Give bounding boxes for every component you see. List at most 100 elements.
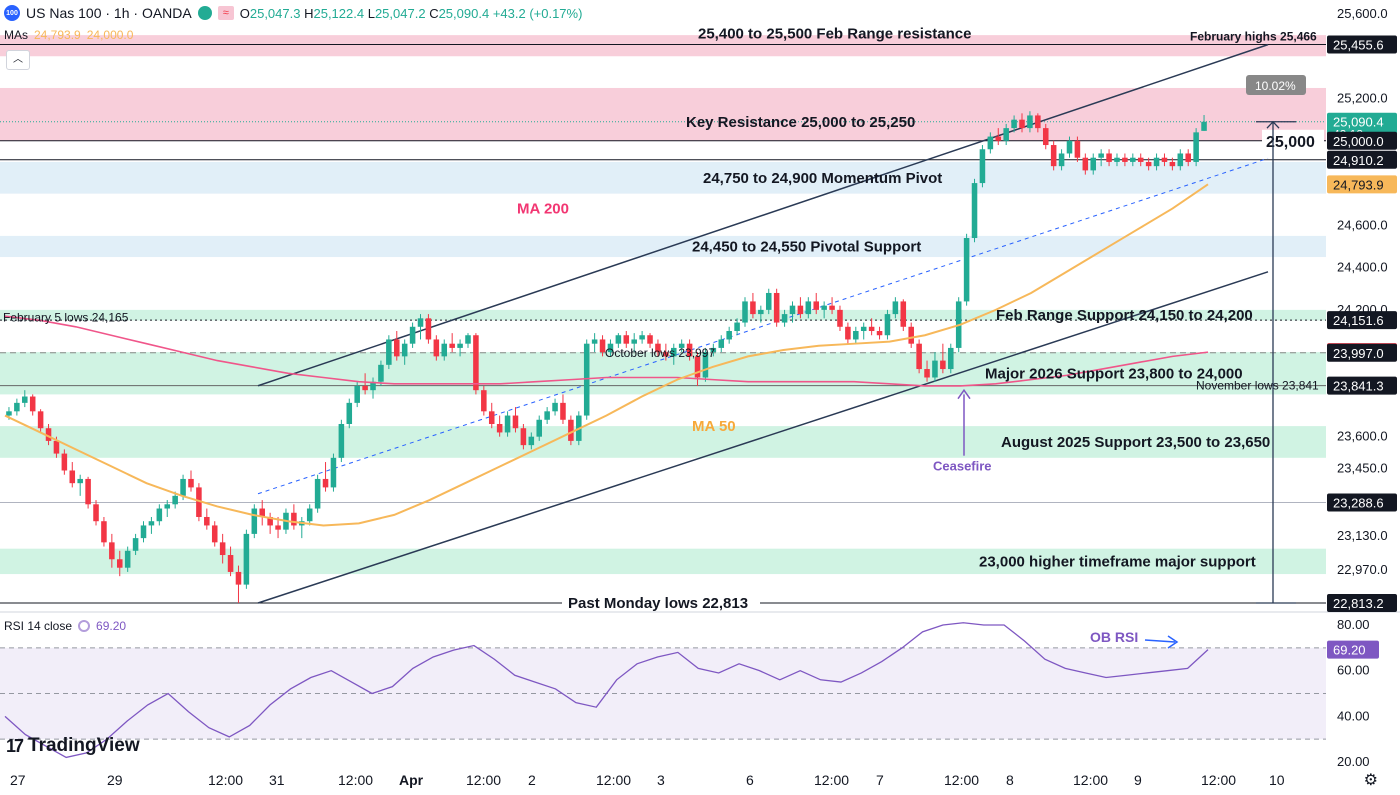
candle-body xyxy=(180,478,186,496)
candle-body xyxy=(172,495,178,505)
candle-body xyxy=(1169,161,1176,167)
candle-body xyxy=(330,457,337,488)
candle-body xyxy=(671,347,677,357)
ma200-line xyxy=(4,315,1209,387)
rsi-tick-label: 60.00 xyxy=(1337,663,1370,678)
zone-6 xyxy=(0,426,1326,458)
candle-body xyxy=(765,292,772,310)
time-tick-label: 12:00 xyxy=(338,772,373,788)
price-label-bg xyxy=(1327,150,1397,169)
candle-body xyxy=(496,423,503,433)
candle-body xyxy=(275,525,281,530)
time-tick-label: 10 xyxy=(1269,772,1285,788)
candle-body xyxy=(607,343,614,353)
symbol-title[interactable]: US Nas 100 · 1h · OANDA xyxy=(26,5,192,21)
moving-averages-legend[interactable]: MAs 24,793.9 24,000.0 xyxy=(4,28,134,42)
candle-body xyxy=(781,314,788,323)
candle-body xyxy=(306,508,313,522)
candle-body xyxy=(1074,140,1081,158)
candle-body xyxy=(354,385,360,403)
price-label-bg xyxy=(1327,131,1397,150)
candle-body xyxy=(473,335,479,391)
candle-body xyxy=(314,478,321,509)
candle-body xyxy=(876,331,883,336)
price-label: 25,090.4 xyxy=(1333,115,1384,130)
time-tick-label: Apr xyxy=(399,772,424,788)
zone-label-4: Feb Range Support 24,150 to 24,200 xyxy=(996,307,1253,324)
candle-body xyxy=(987,136,994,150)
candle-body xyxy=(1082,157,1089,171)
time-tick-label: 12:00 xyxy=(814,772,849,788)
candle-body xyxy=(694,356,701,378)
candle-body xyxy=(1193,132,1199,162)
candle-body xyxy=(441,343,448,357)
price-label: 23,841.3 xyxy=(1333,379,1384,394)
chart-header: 100 US Nas 100 · 1h · OANDA ≈ O25,047.3 … xyxy=(0,0,582,26)
chevron-up-icon[interactable]: ︿ xyxy=(6,50,30,70)
time-tick-label: 8 xyxy=(1006,772,1014,788)
candle-body xyxy=(1066,140,1073,154)
candle-body xyxy=(267,516,273,526)
time-tick-label: 7 xyxy=(876,772,884,788)
gear-icon[interactable]: ⚙ xyxy=(1363,772,1378,789)
candle-body xyxy=(860,326,867,332)
rsi-tick-label: 20.00 xyxy=(1337,754,1370,769)
ob-rsi-arrowhead xyxy=(1167,635,1179,649)
candle-body xyxy=(726,331,732,340)
candle-body xyxy=(845,326,851,340)
candle-body xyxy=(599,339,606,353)
wave-icon[interactable]: ≈ xyxy=(217,6,234,20)
candle-body xyxy=(14,402,20,412)
candle-body xyxy=(425,318,432,340)
candle-body xyxy=(900,301,907,327)
price-label-bg xyxy=(1327,35,1397,54)
zone-label-2: 24,750 to 24,900 Momentum Pivot xyxy=(703,170,942,187)
candle-body xyxy=(678,343,685,348)
candle-body xyxy=(1137,157,1144,162)
price-label-bg xyxy=(1327,175,1397,194)
candle-body xyxy=(481,390,487,412)
ob-rsi-label: OB RSI xyxy=(1090,629,1138,645)
candle-body xyxy=(647,335,653,344)
past-monday-label: Past Monday lows 22,813 xyxy=(568,595,748,612)
candle-body xyxy=(362,385,368,391)
candle-body xyxy=(797,305,804,315)
candle-body xyxy=(971,183,978,239)
candle-body xyxy=(1106,153,1112,162)
time-tick-label: 2 xyxy=(528,772,536,788)
candle-body xyxy=(591,339,598,344)
candle-body xyxy=(1019,119,1025,129)
candle-body xyxy=(69,470,76,484)
rsi-legend[interactable]: RSI 14 close 69.20 xyxy=(4,619,127,633)
candle-body xyxy=(615,335,622,344)
candle-body xyxy=(132,538,139,551)
candle-body xyxy=(457,343,463,348)
candle-body xyxy=(401,343,408,357)
zone-label-5: Major 2026 Support 23,800 to 24,000 xyxy=(985,365,1243,382)
zone-label-6: August 2025 Support 23,500 to 23,650 xyxy=(1001,434,1270,451)
candle-body xyxy=(346,402,353,424)
measure-badge xyxy=(1246,75,1306,95)
candle-body xyxy=(1130,157,1136,162)
candle-body xyxy=(29,396,36,412)
zone-label-3: 24,450 to 24,550 Pivotal Support xyxy=(692,238,921,255)
candle-body xyxy=(22,396,28,403)
candle-body xyxy=(1177,153,1184,167)
candle-body xyxy=(568,419,574,441)
time-tick-label: 12:00 xyxy=(1073,772,1108,788)
market-status-icon xyxy=(197,6,212,20)
zone-0 xyxy=(0,35,1326,57)
candle-body xyxy=(528,436,535,446)
candle-body xyxy=(718,339,725,348)
ceasefire-label: Ceasefire xyxy=(933,458,992,473)
price-label: 22,813.2 xyxy=(1333,596,1384,611)
candle-body xyxy=(433,339,440,357)
candle-body xyxy=(560,402,566,420)
candle-body xyxy=(235,571,242,585)
november-lows-label: November lows 23,841 xyxy=(1196,379,1319,393)
candle-body xyxy=(750,301,756,315)
candle-body xyxy=(813,301,820,310)
candle-body xyxy=(1122,157,1128,162)
candle-body xyxy=(393,339,400,357)
